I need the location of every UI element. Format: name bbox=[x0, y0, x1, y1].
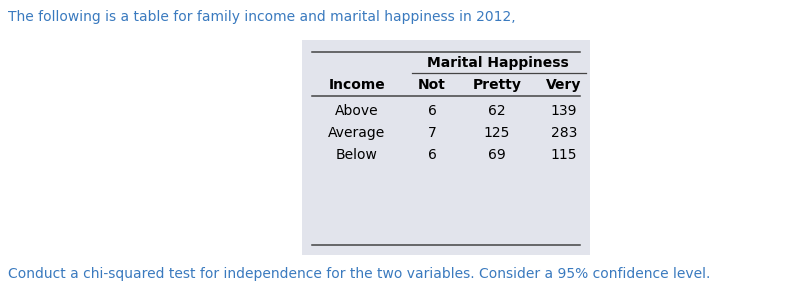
Text: 6: 6 bbox=[427, 104, 436, 118]
Text: Marital Happiness: Marital Happiness bbox=[427, 56, 569, 70]
Text: Pretty: Pretty bbox=[472, 78, 521, 92]
Text: 69: 69 bbox=[488, 148, 506, 162]
Text: Above: Above bbox=[335, 104, 379, 118]
Text: Below: Below bbox=[336, 148, 378, 162]
Text: 139: 139 bbox=[551, 104, 577, 118]
Text: 283: 283 bbox=[551, 126, 577, 140]
Text: Average: Average bbox=[329, 126, 386, 140]
Text: 7: 7 bbox=[427, 126, 436, 140]
Text: 62: 62 bbox=[488, 104, 506, 118]
Text: 6: 6 bbox=[427, 148, 436, 162]
Text: 125: 125 bbox=[483, 126, 510, 140]
Text: 115: 115 bbox=[551, 148, 577, 162]
FancyBboxPatch shape bbox=[302, 40, 590, 255]
Text: Not: Not bbox=[418, 78, 446, 92]
Text: Very: Very bbox=[547, 78, 581, 92]
Text: Conduct a chi-squared test for independence for the two variables. Consider a 95: Conduct a chi-squared test for independe… bbox=[8, 267, 710, 281]
Text: The following is a table for family income and marital happiness in 2012,: The following is a table for family inco… bbox=[8, 10, 516, 24]
Text: Income: Income bbox=[329, 78, 386, 92]
